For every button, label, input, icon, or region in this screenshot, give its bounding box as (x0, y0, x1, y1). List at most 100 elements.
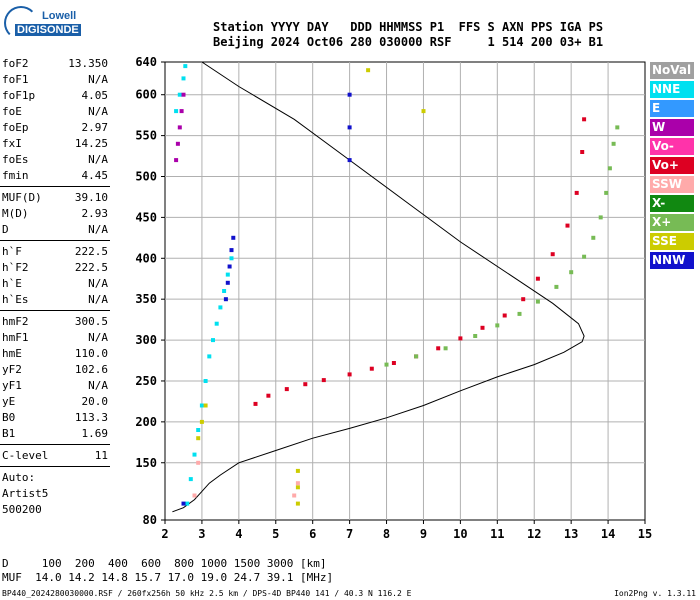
legend-item-vo: Vo- (650, 138, 694, 155)
param-value: N/A (88, 105, 108, 118)
echo-point-vo (347, 372, 352, 377)
param-row: foEs N/A (2, 152, 108, 167)
echo-point-ssw (292, 493, 297, 498)
param-name: foF2 (2, 57, 29, 70)
echo-point-x (473, 334, 478, 338)
echo-point-w (175, 141, 180, 146)
echo-point-vo (284, 387, 289, 392)
param-value: N/A (88, 73, 108, 86)
echo-point-x (443, 346, 448, 351)
echo-point-nne (183, 64, 188, 69)
station-header: Station YYYY DAY DDD HHMMSS P1 FFS S AXN… (213, 20, 603, 50)
echo-point-sse (295, 485, 300, 490)
param-name: foEp (2, 121, 29, 134)
logo-line2: DIGISONDE (15, 24, 81, 36)
y-tick-label: 640 (135, 55, 157, 69)
echo-point-w (177, 125, 182, 130)
echo-point-vo (574, 190, 579, 195)
header-line2: Beijing 2024 Oct06 280 030000 RSF 1 514 … (213, 35, 604, 49)
echo-point-x (384, 362, 389, 367)
echo-point-nne (196, 428, 201, 432)
echo-point-x (414, 354, 419, 359)
param-value: 2.97 (81, 121, 109, 134)
echo-point-nne (225, 272, 230, 277)
param-name: foE (2, 105, 22, 118)
param-separator (0, 240, 110, 241)
echo-point-nne (188, 477, 193, 482)
param-row: MUF(D) 39.10 (2, 190, 108, 205)
echo-point-nne (181, 76, 186, 81)
x-tick-label: 2 (161, 527, 168, 541)
legend-item-x: X- (650, 195, 694, 212)
distance-row: D 100 200 400 600 800 1000 1500 3000 [km… (2, 557, 327, 570)
param-name: yF2 (2, 363, 22, 376)
param-name: B0 (2, 411, 16, 424)
echo-point-x (495, 323, 500, 328)
digisonde-logo: Lowell DIGISONDE (2, 4, 112, 44)
param-value: N/A (88, 331, 108, 344)
echo-point-nne (211, 338, 215, 343)
param-row: foF1 N/A (2, 72, 108, 87)
version-label: Ion2Png v. 1.3.11 (614, 589, 696, 598)
echo-point-vo (565, 223, 570, 228)
y-tick-label: 450 (135, 210, 157, 224)
x-tick-label: 9 (420, 527, 427, 541)
auto-line1: Auto: (2, 471, 36, 484)
echo-point-sse (421, 109, 426, 114)
param-row: B0 113.3 (2, 410, 108, 425)
echo-point-nnw (223, 297, 228, 302)
echo-point-x (569, 270, 574, 275)
echo-point-nne (207, 354, 212, 359)
param-name: D (2, 223, 9, 236)
param-name: MUF(D) (2, 191, 42, 204)
param-value: 13.350 (68, 57, 108, 70)
echo-point-vo (253, 401, 258, 406)
param-row: foEp 2.97 (2, 120, 108, 135)
echo-point-nnw (347, 125, 352, 130)
param-row: yE 20.0 (2, 394, 108, 409)
param-value: 2.93 (81, 207, 109, 220)
echo-point-sse (196, 436, 201, 441)
echo-point-sse (295, 468, 300, 473)
param-value: 222.5 (74, 245, 108, 258)
param-row: D N/A (2, 222, 108, 237)
param-row: h`Es N/A (2, 292, 108, 307)
echo-point-vo (535, 276, 540, 281)
logo-line1: Lowell (42, 10, 77, 22)
param-value: 102.6 (74, 363, 108, 376)
echo-point-vo (580, 150, 585, 154)
echo-point-vo (502, 313, 507, 318)
param-name: fxI (2, 137, 22, 150)
x-tick-label: 8 (383, 527, 390, 541)
x-tick-label: 11 (490, 527, 504, 541)
echo-point-x (607, 166, 612, 171)
legend-item-vo: Vo+ (650, 157, 694, 174)
legend-item-nne: NNE (650, 81, 694, 98)
legend-item-x: X+ (650, 214, 694, 231)
echo-point-ssw (295, 481, 300, 486)
echo-point-sse (203, 403, 208, 408)
param-value: 113.3 (74, 411, 108, 424)
param-row: fxI 14.25 (2, 136, 108, 151)
x-tick-label: 3 (198, 527, 205, 541)
polarization-legend: NoVal NNE E W Vo- Vo+ SSW X- X+ SSE NNW (650, 62, 694, 271)
param-separator (0, 310, 110, 311)
param-separator (0, 444, 110, 445)
echo-point-nnw (225, 280, 230, 285)
param-name: hmE (2, 347, 22, 360)
legend-item-e: E (650, 100, 694, 117)
y-tick-label: 600 (135, 88, 157, 102)
param-name: foF1p (2, 89, 36, 102)
echo-point-x (615, 125, 620, 130)
echo-point-nne (199, 403, 204, 408)
y-tick-label: 350 (135, 292, 157, 306)
x-tick-label: 14 (601, 527, 615, 541)
echo-point-nnw (347, 158, 352, 163)
x-tick-label: 4 (235, 527, 242, 541)
echo-point-nnw (347, 92, 352, 97)
param-row: hmF2 300.5 (2, 314, 108, 329)
echo-point-x (598, 215, 603, 220)
y-tick-label: 250 (135, 374, 157, 388)
param-name: h`E (2, 277, 22, 290)
echo-point-nne (222, 289, 227, 293)
